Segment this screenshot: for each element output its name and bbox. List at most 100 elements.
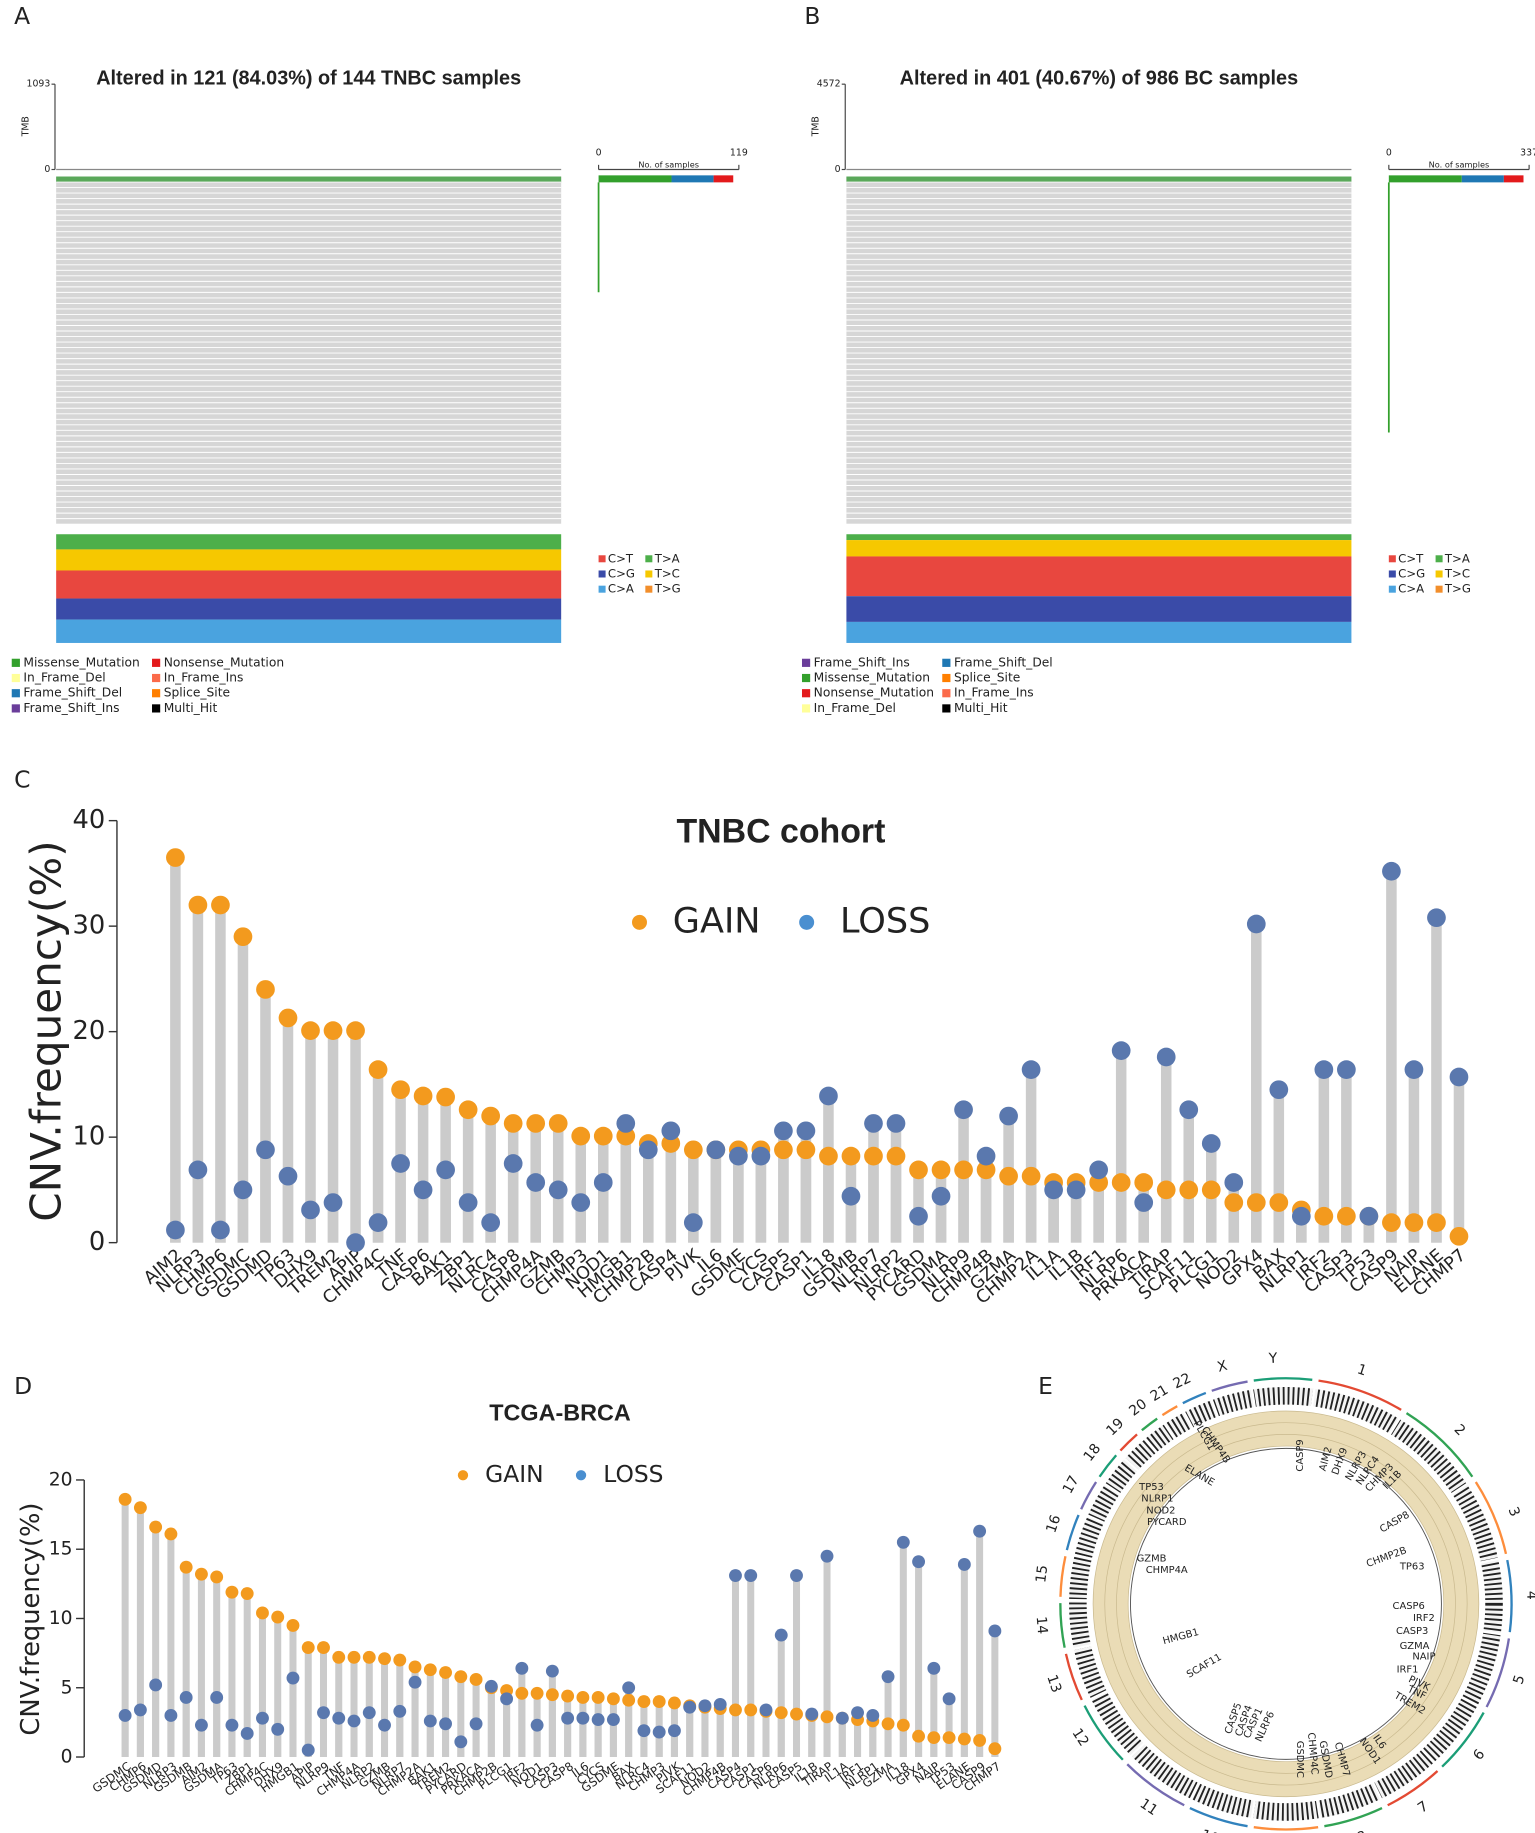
dot: [278, 1008, 298, 1028]
dot: [1224, 1173, 1244, 1192]
gene-label: IRF2: [1413, 1613, 1435, 1624]
variant-legend-label: In_Frame_Del: [23, 671, 105, 685]
samples-tick-label: 0: [596, 148, 602, 159]
dot: [500, 1692, 514, 1706]
matrix: [56, 176, 562, 524]
dot: [408, 1660, 422, 1674]
dot: [973, 1733, 987, 1747]
dot: [118, 1709, 132, 1722]
chromosome-gap: [1250, 1797, 1257, 1820]
legend-marker: [632, 914, 647, 930]
dot: [378, 1652, 391, 1666]
dot: [317, 1641, 330, 1655]
gene-label: CHMP4A: [1146, 1565, 1188, 1576]
samples-bar: [1461, 175, 1504, 183]
matrix-header: [846, 176, 1352, 183]
titv-band: [56, 534, 562, 550]
dot: [332, 1711, 346, 1725]
variant-legend-swatch: [801, 673, 811, 683]
dot: [774, 1121, 793, 1141]
dot: [346, 1233, 365, 1253]
dot: [346, 1021, 365, 1040]
gene-label: GZMA: [1400, 1641, 1430, 1652]
dot: [211, 895, 230, 915]
dot: [1111, 1173, 1131, 1192]
variant-legend-swatch: [801, 658, 811, 667]
chart-title: TNBC cohort: [676, 812, 885, 850]
dot: [912, 1729, 926, 1743]
titv-legend-swatch: [1435, 585, 1443, 593]
titv-legend-swatch: [645, 555, 653, 563]
chromosome-arc: [1189, 1806, 1248, 1828]
dot: [133, 1703, 147, 1717]
dot: [225, 1718, 239, 1732]
dot: [774, 1140, 793, 1160]
dot: [571, 1126, 591, 1146]
variant-legend-label: Nonsense_Mutation: [164, 655, 284, 669]
samples-tick-label: 0: [1386, 148, 1392, 159]
dot: [481, 1106, 501, 1126]
gene-label: TP63: [1399, 1561, 1425, 1572]
chromosome-gap: [1250, 1387, 1257, 1411]
tmb-tick-label: 1093: [27, 79, 51, 90]
chromosome-gap: [1071, 1643, 1095, 1651]
dot: [751, 1146, 771, 1166]
dot: [698, 1699, 712, 1713]
gene-label: NAIP: [1412, 1651, 1435, 1662]
dot: [503, 1114, 523, 1133]
y-tick-label: 0: [61, 1747, 73, 1768]
dot: [1449, 1226, 1469, 1246]
dot: [393, 1704, 407, 1718]
legend-marker: [457, 1470, 469, 1481]
dot: [652, 1725, 666, 1739]
matrix-header: [56, 176, 562, 183]
tmb-label: TMB: [20, 116, 31, 137]
dot: [931, 1160, 951, 1180]
titv-legend-swatch: [645, 585, 653, 593]
dot: [571, 1193, 591, 1212]
titv-legend-label: T>G: [654, 582, 681, 596]
dot: [896, 1535, 910, 1549]
chromosome-label: 21: [1148, 1382, 1172, 1405]
variant-legend-label: Splice_Site: [954, 671, 1020, 685]
y-tick-label: 40: [73, 805, 106, 835]
gene-label: CASP6: [1393, 1601, 1425, 1612]
dot: [332, 1650, 346, 1664]
titv-legend-label: C>T: [608, 551, 634, 565]
chromosome-gap: [1370, 1779, 1383, 1801]
dot: [408, 1675, 422, 1689]
tmb-tick-label: 0: [835, 164, 841, 175]
dot: [1427, 908, 1446, 928]
chromosome-arc: [1098, 1454, 1118, 1478]
dot: [545, 1664, 559, 1678]
titv-legend-label: T>G: [1444, 582, 1471, 596]
chromosome-arc: [1065, 1514, 1080, 1551]
dot: [301, 1743, 315, 1757]
titv-legend-swatch: [1388, 570, 1396, 578]
panel-title: Altered in 401 (40.67%) of 986 BC sample…: [900, 68, 1298, 90]
chromosome-label: 17: [1060, 1473, 1083, 1496]
dot: [988, 1624, 1002, 1638]
dot: [515, 1686, 529, 1700]
dot: [194, 1718, 208, 1732]
dot: [931, 1186, 951, 1206]
variant-legend-label: Missense_Mutation: [814, 671, 930, 685]
chromosome-arc: [1253, 1377, 1313, 1382]
panel-label: E: [1038, 1372, 1053, 1400]
variant-legend-swatch: [942, 704, 951, 713]
titv-legend-label: C>A: [1398, 582, 1424, 596]
dot: [1314, 1206, 1334, 1226]
dot: [503, 1154, 523, 1173]
variant-legend-swatch: [152, 658, 161, 667]
titv-legend-label: C>G: [608, 566, 635, 580]
titv-band: [846, 556, 1352, 597]
dot: [469, 1717, 483, 1731]
gene-label: IRF1: [1397, 1664, 1419, 1675]
dot: [526, 1173, 546, 1192]
dot: [166, 848, 185, 867]
titv-band: [846, 596, 1352, 622]
gene-label: GSDMC: [1294, 1741, 1305, 1778]
dot: [796, 1140, 816, 1160]
tmb-tick-label: 4572: [817, 79, 841, 90]
dot: [1427, 1213, 1446, 1232]
